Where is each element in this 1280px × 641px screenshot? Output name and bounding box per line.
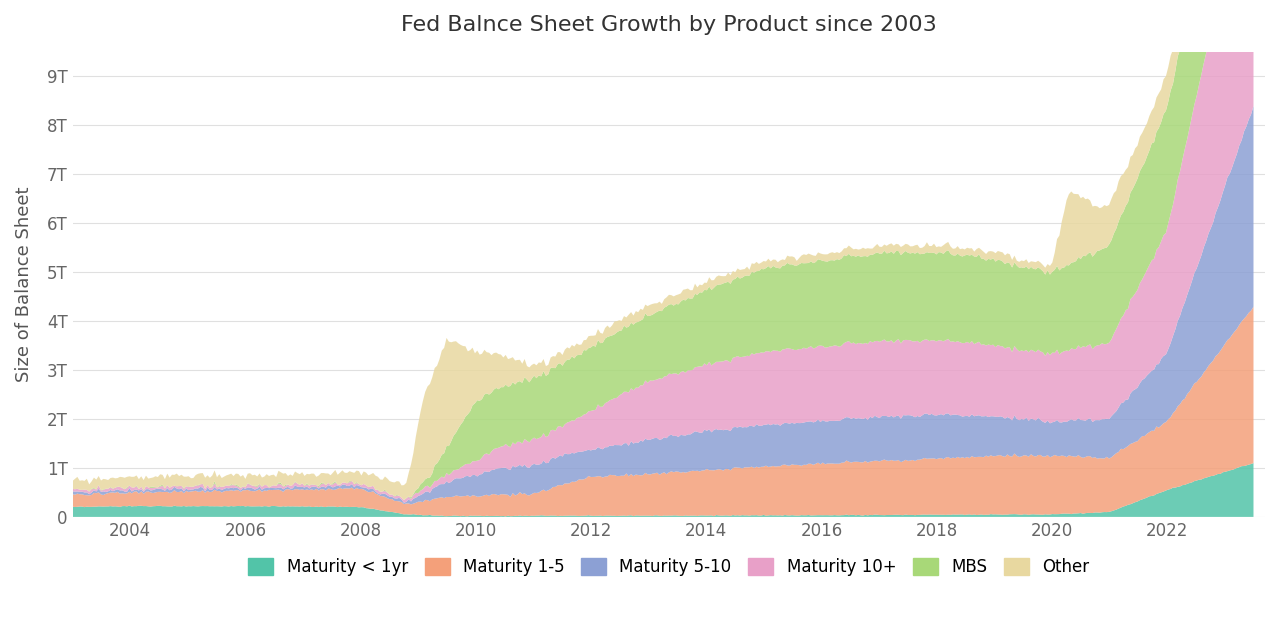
Legend: Maturity < 1yr, Maturity 1-5, Maturity 5-10, Maturity 10+, MBS, Other: Maturity < 1yr, Maturity 1-5, Maturity 5…: [242, 551, 1096, 583]
Title: Fed Balnce Sheet Growth by Product since 2003: Fed Balnce Sheet Growth by Product since…: [401, 15, 937, 35]
Y-axis label: Size of Balance Sheet: Size of Balance Sheet: [15, 187, 33, 382]
